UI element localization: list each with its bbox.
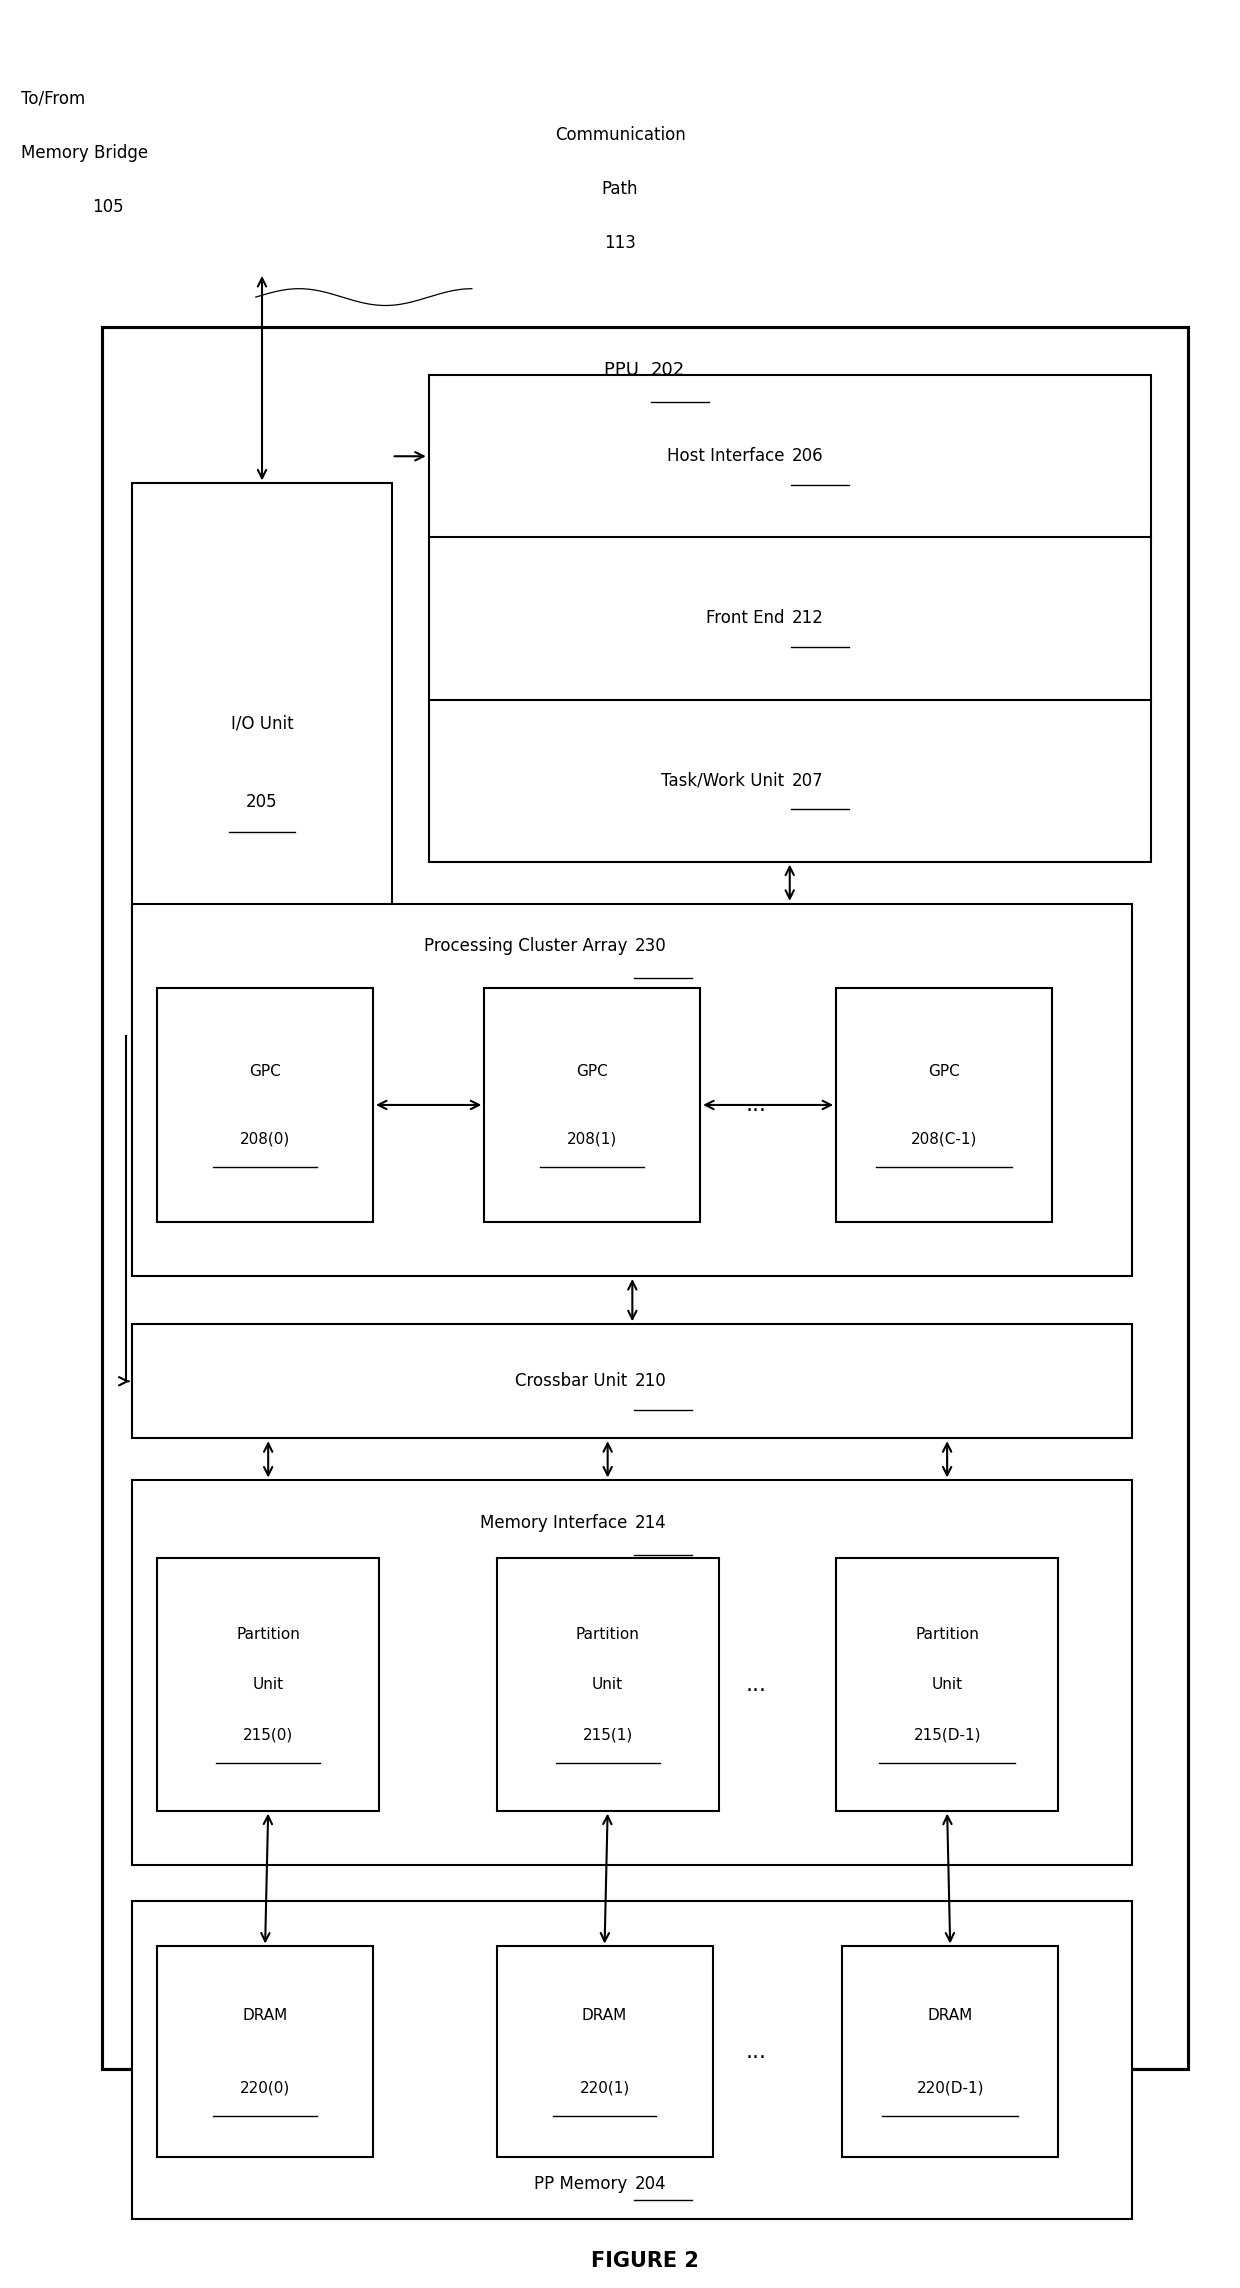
- Text: Unit: Unit: [253, 1677, 284, 1693]
- Text: 208(1): 208(1): [567, 1130, 618, 1146]
- Text: 230: 230: [635, 938, 667, 956]
- Text: Memory Interface: Memory Interface: [480, 1515, 632, 1533]
- Text: DRAM: DRAM: [928, 2009, 973, 2023]
- Text: Path: Path: [601, 181, 639, 199]
- Text: 210: 210: [635, 1373, 667, 1391]
- Text: GPC: GPC: [929, 1064, 960, 1080]
- Text: Front End: Front End: [706, 609, 790, 627]
- Text: 220(D-1): 220(D-1): [916, 2080, 985, 2096]
- Text: ...: ...: [745, 2041, 766, 2061]
- Text: FIGURE 2: FIGURE 2: [590, 2251, 698, 2270]
- Text: I/O Unit: I/O Unit: [231, 714, 294, 732]
- FancyBboxPatch shape: [133, 904, 1132, 1277]
- Text: 212: 212: [792, 609, 825, 627]
- FancyBboxPatch shape: [484, 988, 701, 1222]
- Text: Crossbar Unit: Crossbar Unit: [515, 1373, 632, 1391]
- FancyBboxPatch shape: [496, 1558, 719, 1810]
- Text: Host Interface: Host Interface: [667, 446, 790, 464]
- Text: GPC: GPC: [249, 1064, 281, 1080]
- Text: Unit: Unit: [931, 1677, 962, 1693]
- FancyBboxPatch shape: [836, 1558, 1058, 1810]
- Text: ...: ...: [745, 1675, 766, 1695]
- FancyBboxPatch shape: [133, 1901, 1132, 2219]
- FancyBboxPatch shape: [157, 988, 373, 1222]
- Text: Communication: Communication: [554, 126, 686, 144]
- FancyBboxPatch shape: [157, 1558, 379, 1810]
- Text: 205: 205: [247, 792, 278, 810]
- Text: 204: 204: [635, 2174, 666, 2192]
- Text: 202: 202: [651, 362, 686, 380]
- Text: Unit: Unit: [591, 1677, 624, 1693]
- Text: PP Memory: PP Memory: [534, 2174, 632, 2192]
- Text: DRAM: DRAM: [243, 2009, 288, 2023]
- Text: 220(0): 220(0): [241, 2080, 290, 2096]
- Text: 208(0): 208(0): [241, 1130, 290, 1146]
- FancyBboxPatch shape: [496, 1947, 713, 2158]
- Text: Partition: Partition: [237, 1627, 300, 1640]
- Text: 215(0): 215(0): [243, 1727, 294, 1743]
- FancyBboxPatch shape: [157, 1947, 373, 2158]
- Text: ...: ...: [745, 1096, 766, 1114]
- FancyBboxPatch shape: [133, 1480, 1132, 1865]
- Text: 113: 113: [604, 233, 636, 252]
- Text: 215(D-1): 215(D-1): [914, 1727, 981, 1743]
- Text: 215(1): 215(1): [583, 1727, 632, 1743]
- FancyBboxPatch shape: [133, 483, 392, 1036]
- Text: Processing Cluster Array: Processing Cluster Array: [424, 938, 632, 956]
- FancyBboxPatch shape: [842, 1947, 1058, 2158]
- Text: 214: 214: [635, 1515, 667, 1533]
- Text: 220(1): 220(1): [579, 2080, 630, 2096]
- Text: To/From: To/From: [21, 89, 86, 108]
- Text: PPU: PPU: [604, 362, 645, 380]
- Text: DRAM: DRAM: [582, 2009, 627, 2023]
- Text: 105: 105: [92, 199, 123, 215]
- FancyBboxPatch shape: [133, 1325, 1132, 1439]
- Text: Task/Work Unit: Task/Work Unit: [661, 771, 790, 789]
- Text: 208(C-1): 208(C-1): [911, 1130, 977, 1146]
- FancyBboxPatch shape: [836, 988, 1052, 1222]
- FancyBboxPatch shape: [429, 375, 1151, 863]
- Text: Partition: Partition: [915, 1627, 980, 1640]
- Text: 206: 206: [792, 446, 823, 464]
- Text: Memory Bridge: Memory Bridge: [21, 144, 149, 162]
- Text: GPC: GPC: [577, 1064, 608, 1080]
- Text: Partition: Partition: [575, 1627, 640, 1640]
- Text: 207: 207: [792, 771, 823, 789]
- FancyBboxPatch shape: [102, 327, 1188, 2068]
